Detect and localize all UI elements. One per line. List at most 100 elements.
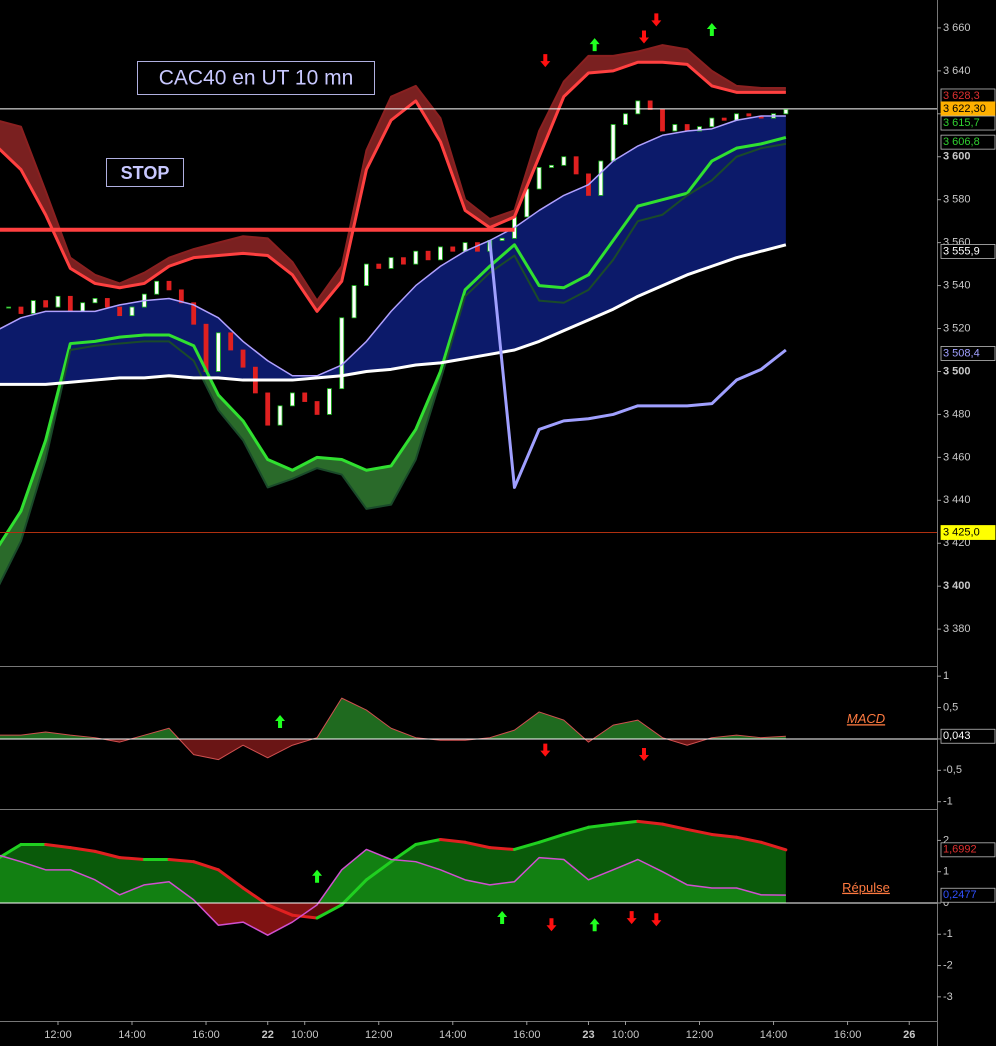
area-negative xyxy=(196,902,319,936)
candle xyxy=(314,401,320,415)
x-tick-label: 14:00 xyxy=(439,1029,467,1041)
candle xyxy=(598,160,604,196)
candle xyxy=(104,298,110,308)
signal-arrow xyxy=(706,23,717,37)
candle xyxy=(67,295,73,312)
candle xyxy=(178,289,184,304)
candle xyxy=(413,250,419,265)
x-tick-label: 12:00 xyxy=(44,1029,72,1041)
y-tick-label: 3 380 xyxy=(943,623,971,635)
area-positive xyxy=(0,698,786,739)
pane xyxy=(0,44,789,586)
annotation: CAC40 en UT 10 mn xyxy=(159,67,354,90)
value-tag-label: 0,043 xyxy=(943,730,971,742)
value-tag-label: 3 622,30 xyxy=(943,103,986,115)
candle xyxy=(697,126,702,132)
value-tag xyxy=(940,525,996,540)
x-tick-label: 16:00 xyxy=(834,1029,862,1041)
candle xyxy=(326,388,332,415)
y-tick-label: 3 440 xyxy=(943,494,971,506)
signal-arrow xyxy=(651,913,662,927)
pane xyxy=(0,697,786,761)
candle xyxy=(536,167,542,190)
candle xyxy=(721,117,727,121)
signal-arrow xyxy=(589,38,600,52)
candle xyxy=(364,263,369,286)
line-segment xyxy=(710,832,739,839)
y-tick-label: 3 520 xyxy=(943,322,971,334)
line-segment xyxy=(167,857,196,864)
candle xyxy=(438,246,443,261)
candle xyxy=(154,280,160,295)
value-tag xyxy=(940,842,996,858)
candle xyxy=(610,124,616,162)
value-tag-label: 3 555,9 xyxy=(943,245,980,257)
line-segment xyxy=(364,860,393,882)
y-tick-label: 3 660 xyxy=(943,22,971,34)
candle xyxy=(499,237,505,241)
candle xyxy=(289,392,295,407)
line xyxy=(0,44,786,302)
value-tag xyxy=(940,728,996,744)
candle xyxy=(351,285,357,319)
candle xyxy=(709,117,715,128)
y-tick-label: 2 xyxy=(943,834,949,846)
signal-arrow xyxy=(589,918,600,932)
annotation: STOP xyxy=(121,163,170,183)
y-tick-label: 3 420 xyxy=(943,537,971,549)
signal-arrow xyxy=(638,30,649,44)
candle xyxy=(80,302,86,312)
line-segment xyxy=(93,849,122,860)
signal-arrow xyxy=(540,743,551,757)
candle xyxy=(623,113,628,125)
line-segment xyxy=(759,840,788,852)
candle xyxy=(425,250,431,261)
candle xyxy=(302,392,308,402)
line-segment xyxy=(512,840,541,851)
line-segment xyxy=(192,860,220,872)
value-tag xyxy=(940,134,996,150)
line-segment xyxy=(118,856,146,861)
candle xyxy=(783,109,789,115)
line-segment xyxy=(216,868,245,890)
candle xyxy=(240,349,246,368)
line-segment xyxy=(488,846,516,851)
line-segment xyxy=(340,878,368,907)
signal-arrow xyxy=(540,54,551,68)
line xyxy=(0,60,786,313)
line-segment xyxy=(463,840,492,850)
line xyxy=(0,697,786,761)
value-axis: 2 1 0 -1 -2 -3 xyxy=(937,834,953,1003)
candle xyxy=(573,156,579,175)
candle xyxy=(92,298,98,304)
line xyxy=(0,142,787,586)
signal-arrow xyxy=(546,918,557,932)
band-fill xyxy=(0,115,786,385)
candle xyxy=(277,405,283,426)
value-tag xyxy=(940,115,996,131)
line-segment xyxy=(537,832,566,844)
line-segment xyxy=(586,822,615,829)
y-tick-label: 1 xyxy=(943,670,949,682)
x-tick-label: 16:00 xyxy=(513,1029,541,1041)
line-segment xyxy=(0,842,23,859)
x-tick-label: 26 xyxy=(903,1029,915,1041)
candle xyxy=(55,295,61,308)
candle xyxy=(746,113,752,117)
y-tick-label: 0 xyxy=(943,897,949,909)
candle xyxy=(684,124,690,132)
signal-arrow xyxy=(626,911,637,925)
x-tick-label: 10:00 xyxy=(612,1029,640,1041)
line xyxy=(488,240,787,489)
x-tick-label: 23 xyxy=(582,1029,594,1041)
value-tag-label: 3 628,3 xyxy=(943,90,980,102)
line xyxy=(0,848,786,936)
line-segment xyxy=(611,819,640,826)
y-tick-label: 3 640 xyxy=(943,65,971,77)
y-tick-label: 0,5 xyxy=(943,701,958,713)
y-tick-label: -1 xyxy=(943,928,953,940)
line-segment xyxy=(389,842,418,864)
line-segment xyxy=(685,827,714,836)
x-tick-label: 22 xyxy=(262,1029,274,1041)
